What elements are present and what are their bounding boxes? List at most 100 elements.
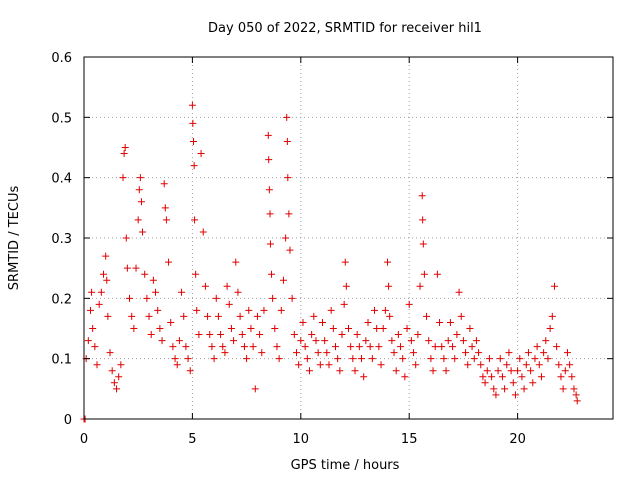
data-point bbox=[442, 367, 450, 375]
data-point bbox=[192, 270, 200, 278]
data-point bbox=[520, 385, 528, 393]
data-point bbox=[136, 174, 144, 182]
data-point bbox=[340, 300, 348, 308]
data-point bbox=[440, 355, 448, 363]
data-point bbox=[126, 294, 134, 302]
data-point bbox=[347, 343, 355, 351]
data-point bbox=[108, 367, 116, 375]
data-point bbox=[245, 306, 253, 314]
data-point bbox=[385, 282, 393, 290]
data-point bbox=[93, 361, 101, 369]
data-point bbox=[182, 343, 190, 351]
data-point bbox=[377, 361, 385, 369]
data-point bbox=[268, 270, 276, 278]
data-point bbox=[403, 325, 411, 332]
data-point bbox=[524, 349, 532, 357]
data-point bbox=[392, 367, 400, 375]
data-point bbox=[477, 361, 485, 369]
data-point bbox=[189, 137, 197, 145]
data-point bbox=[353, 331, 361, 339]
data-point bbox=[119, 174, 127, 182]
data-point bbox=[455, 288, 463, 296]
data-point bbox=[384, 258, 392, 266]
data-point bbox=[178, 288, 186, 296]
data-point bbox=[102, 252, 110, 260]
data-point bbox=[371, 306, 379, 314]
data-point bbox=[573, 397, 581, 405]
data-point bbox=[191, 216, 199, 224]
data-point bbox=[321, 337, 329, 345]
data-point bbox=[288, 294, 296, 302]
data-point bbox=[165, 258, 173, 266]
data-point bbox=[292, 349, 300, 357]
data-point bbox=[286, 246, 294, 254]
data-point bbox=[145, 312, 153, 320]
data-point bbox=[366, 343, 374, 351]
data-point bbox=[537, 373, 545, 381]
data-point bbox=[419, 216, 427, 224]
data-point bbox=[341, 258, 349, 266]
data-point bbox=[501, 385, 509, 393]
data-point bbox=[516, 355, 524, 363]
data-point bbox=[310, 312, 318, 320]
data-point bbox=[173, 361, 181, 369]
data-point bbox=[249, 343, 257, 351]
data-point bbox=[143, 294, 151, 302]
data-point bbox=[518, 373, 526, 381]
data-point bbox=[269, 294, 277, 302]
data-point bbox=[542, 337, 550, 345]
data-point bbox=[312, 337, 320, 345]
data-point bbox=[299, 318, 307, 326]
data-point bbox=[283, 137, 291, 145]
data-point bbox=[388, 337, 396, 345]
y-tick-label: 0.6 bbox=[51, 51, 72, 66]
data-point bbox=[232, 258, 240, 266]
data-point bbox=[121, 144, 129, 151]
data-point bbox=[154, 306, 162, 314]
data-point bbox=[514, 367, 522, 375]
data-point bbox=[559, 385, 567, 393]
data-point bbox=[412, 361, 420, 369]
data-point bbox=[103, 276, 111, 284]
data-point bbox=[265, 186, 273, 194]
data-point bbox=[297, 337, 305, 345]
data-point bbox=[345, 325, 352, 332]
data-point bbox=[186, 367, 194, 375]
data-point bbox=[188, 101, 196, 109]
data-point bbox=[470, 355, 478, 363]
y-axis-label: SRMTID / TECUs bbox=[7, 186, 22, 291]
data-point bbox=[334, 355, 342, 363]
axis-ticks bbox=[83, 56, 613, 420]
data-point bbox=[236, 312, 244, 320]
data-point bbox=[223, 282, 231, 290]
data-point bbox=[123, 264, 131, 272]
data-point bbox=[496, 355, 504, 363]
data-point bbox=[397, 343, 405, 351]
data-point bbox=[325, 361, 333, 369]
data-point bbox=[91, 343, 99, 351]
data-point bbox=[468, 343, 476, 351]
data-point bbox=[368, 355, 376, 363]
y-tick-label: 0.1 bbox=[51, 353, 72, 368]
data-point bbox=[423, 312, 431, 320]
data-point bbox=[197, 150, 205, 158]
data-point bbox=[572, 391, 580, 399]
data-point bbox=[425, 337, 433, 345]
data-point bbox=[265, 156, 273, 164]
data-point bbox=[295, 361, 303, 369]
data-point bbox=[219, 343, 227, 351]
y-tick-label: 0.5 bbox=[51, 111, 72, 126]
data-point bbox=[336, 367, 344, 375]
data-point bbox=[555, 361, 563, 369]
data-point bbox=[414, 331, 422, 339]
data-point bbox=[106, 349, 114, 357]
data-point bbox=[190, 162, 198, 170]
data-point bbox=[490, 385, 498, 393]
data-point bbox=[184, 355, 192, 363]
y-tick-label: 0 bbox=[64, 413, 72, 428]
data-point bbox=[405, 300, 413, 308]
data-point bbox=[206, 331, 214, 339]
data-point bbox=[137, 198, 145, 206]
data-point bbox=[95, 300, 103, 308]
data-point bbox=[475, 349, 483, 357]
